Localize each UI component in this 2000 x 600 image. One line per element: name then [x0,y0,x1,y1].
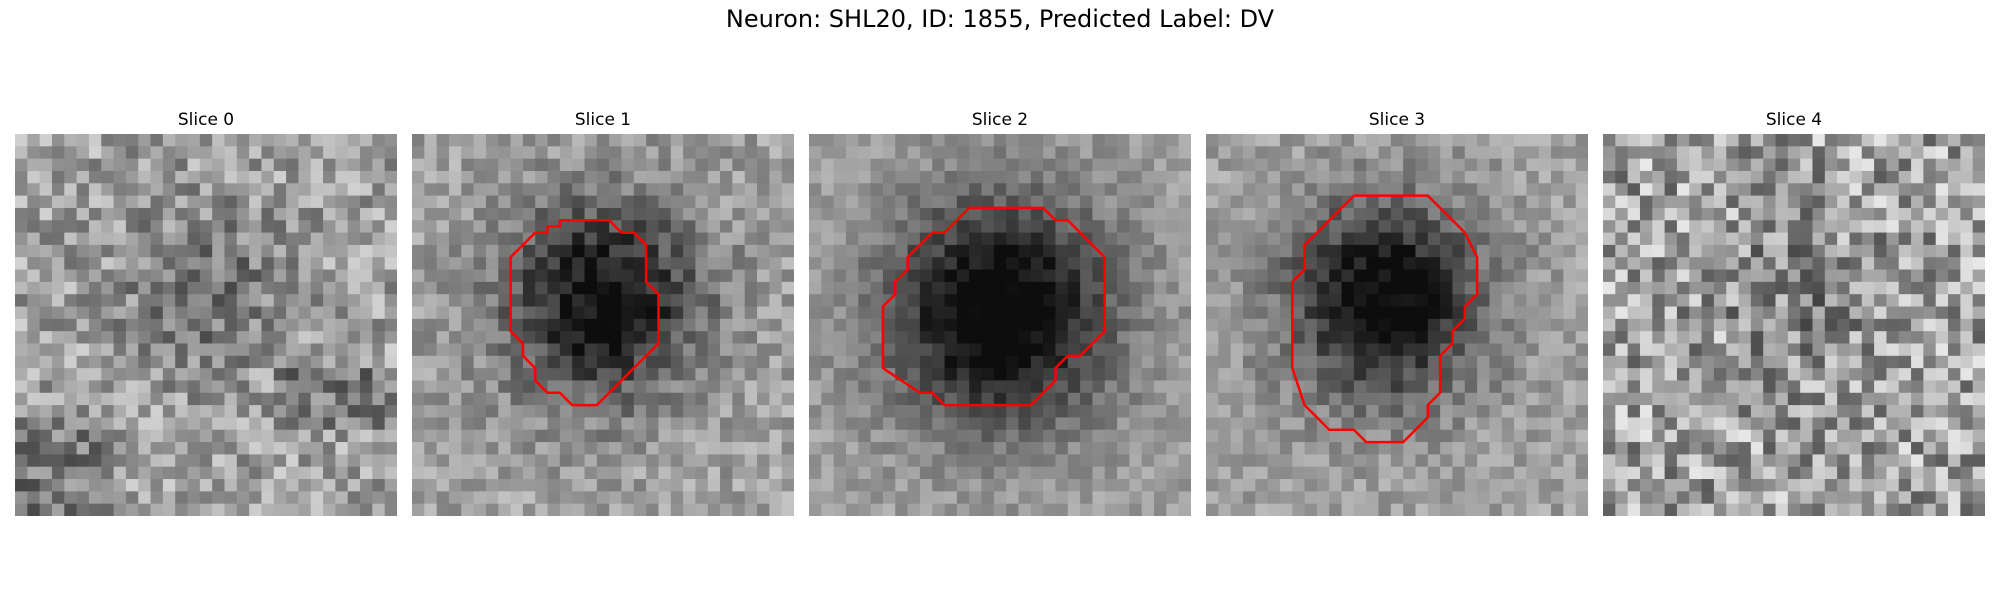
slice-image [809,134,1191,516]
slice-panel-1: Slice 1 [412,108,794,516]
slice-title: Slice 1 [574,110,632,130]
slice-title: Slice 2 [971,110,1029,130]
slice-title: Slice 4 [1765,110,1823,130]
roi-contour [881,206,1106,407]
slice-title: Slice 3 [1368,110,1426,130]
roi-contour [509,219,660,407]
slice-image [1206,134,1588,516]
slice-image [412,134,794,516]
slice-panel-4: Slice 4 [1603,108,1985,516]
slice-panel-3: Slice 3 [1206,108,1588,516]
slice-image [1603,134,1985,516]
slice-image [15,134,397,516]
slice-title: Slice 0 [177,110,235,130]
slice-panel-2: Slice 2 [809,108,1191,516]
roi-contour [1291,194,1479,444]
figure-title: Neuron: SHL20, ID: 1855, Predicted Label… [725,5,1275,33]
slice-panel-0: Slice 0 [15,108,397,516]
